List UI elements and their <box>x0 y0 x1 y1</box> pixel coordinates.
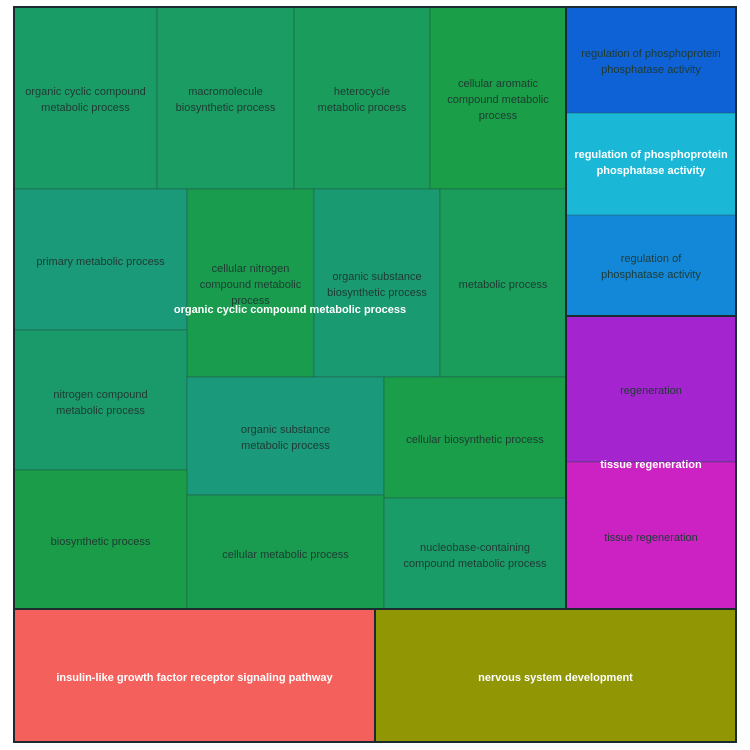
treemap-tile <box>156 6 295 190</box>
group-label: insulin-like growth factor receptor sign… <box>56 672 333 684</box>
tile-label: biosynthetic process <box>51 536 151 548</box>
tile-label: heterocycle metabolic process <box>318 86 407 114</box>
group-label: organic cyclic compound metabolic proces… <box>174 304 406 316</box>
treemap-tile <box>439 188 567 378</box>
group-label: regulation of phosphoprotein phosphatase … <box>574 149 728 177</box>
group-label: tissue regeneration <box>600 459 702 471</box>
treemap-tile <box>429 6 567 190</box>
tile-label: primary metabolic process <box>36 256 165 268</box>
tile-label: cellular metabolic process <box>222 549 349 561</box>
treemap-tile <box>565 461 737 610</box>
tile-label: regulation of phosphatase activity <box>601 253 701 281</box>
treemap-tile <box>186 376 385 496</box>
treemap-tile <box>13 469 188 610</box>
treemap-tile <box>186 188 315 378</box>
treemap-tile <box>565 214 737 317</box>
treemap-tile <box>186 494 385 610</box>
treemap-tile <box>383 376 567 499</box>
tile-label: macromolecule biosynthetic process <box>176 86 276 114</box>
tile-label: organic substance metabolic process <box>241 424 330 452</box>
group-area <box>14 609 375 742</box>
tile-label: organic cyclic compound metabolic process <box>25 86 145 114</box>
treemap-tile <box>13 329 188 471</box>
treemap-tile <box>313 188 441 378</box>
tile-label: tissue regeneration <box>604 532 698 544</box>
treemap-tile <box>13 6 158 190</box>
treemap-tile <box>293 6 431 190</box>
tile-label: nucleobase-containing compound metabolic … <box>403 542 547 570</box>
tile-label: regulation of phosphoprotein phosphatase … <box>581 48 720 76</box>
tile-label: cellular nitrogen compound metabolic proce… <box>200 263 302 307</box>
tile-label: nitrogen compound metabolic process <box>53 389 147 417</box>
tile-label: organic substance biosynthetic process <box>327 271 427 299</box>
group-border <box>374 608 737 743</box>
group-label: nervous system development <box>478 672 633 684</box>
tile-label: regeneration <box>620 385 682 397</box>
treemap-tile <box>565 315 737 463</box>
group-area <box>375 609 736 742</box>
tile-label: cellular aromatic compound metabolic proce… <box>447 78 549 122</box>
tile-label: cellular biosynthetic process <box>406 434 544 446</box>
tile-label: metabolic process <box>459 279 548 291</box>
treemap-tile <box>565 6 737 114</box>
